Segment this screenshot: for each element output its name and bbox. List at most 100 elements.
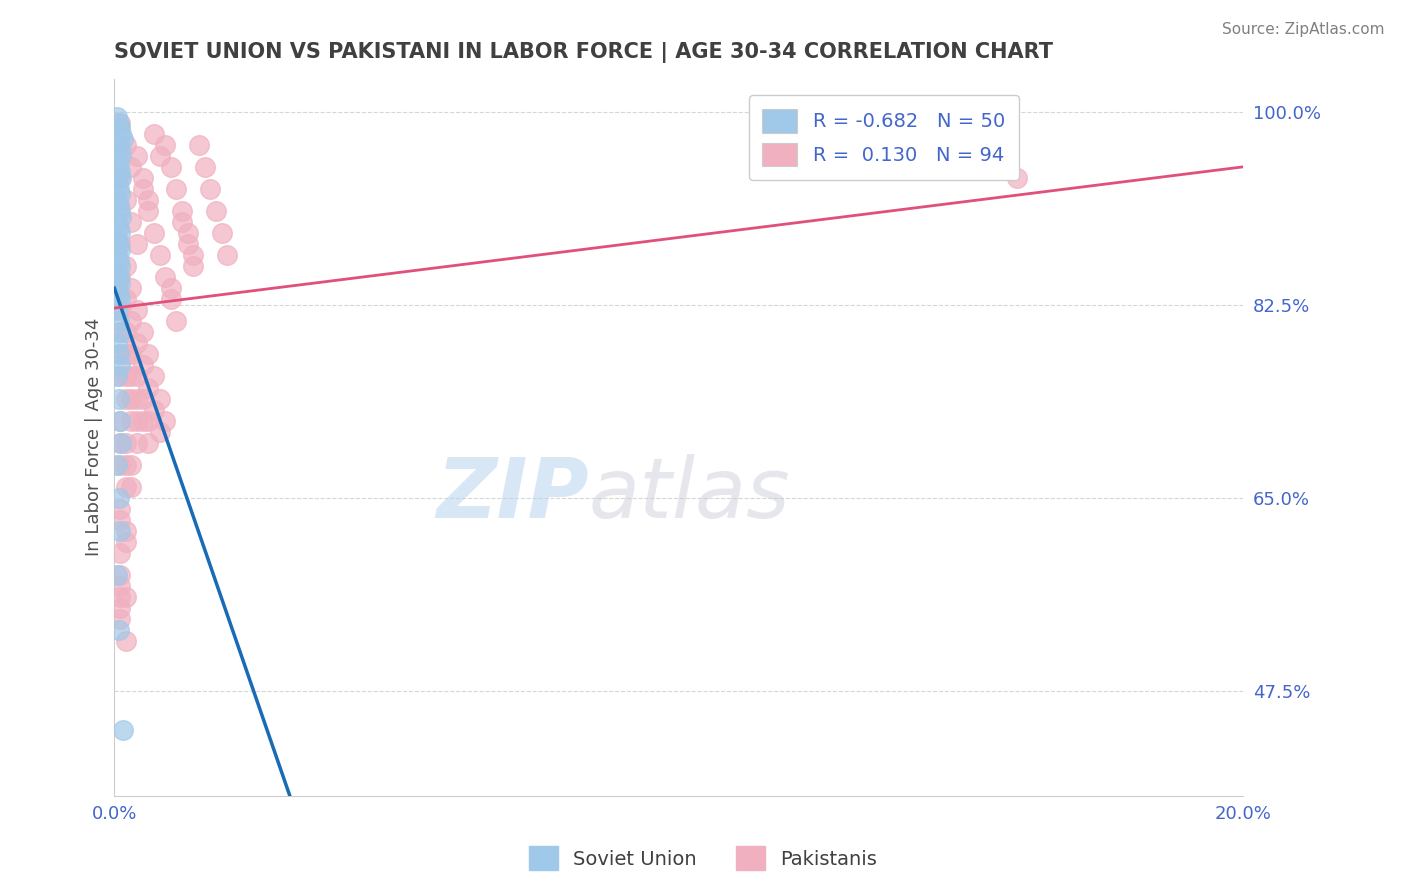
Point bbox=[125, 369, 148, 384]
Point bbox=[136, 380, 159, 394]
Point bbox=[183, 248, 205, 262]
Point bbox=[111, 132, 134, 146]
Point bbox=[108, 392, 131, 406]
Point bbox=[205, 204, 228, 219]
Point bbox=[136, 193, 159, 207]
Point bbox=[120, 480, 142, 494]
Point bbox=[153, 414, 176, 428]
Point bbox=[172, 215, 194, 229]
Point bbox=[111, 723, 134, 737]
Point bbox=[108, 116, 131, 130]
Point bbox=[108, 237, 131, 252]
Point bbox=[108, 314, 131, 328]
Point bbox=[108, 502, 131, 516]
Point bbox=[105, 110, 128, 124]
Point bbox=[114, 590, 136, 604]
Point bbox=[108, 347, 131, 361]
Point bbox=[108, 165, 131, 179]
Point bbox=[108, 568, 131, 582]
Point bbox=[166, 314, 188, 328]
Point bbox=[114, 326, 136, 340]
Point bbox=[108, 435, 131, 450]
Point bbox=[108, 326, 131, 340]
Point bbox=[120, 281, 142, 295]
Point bbox=[114, 634, 136, 648]
Point bbox=[108, 414, 131, 428]
Point bbox=[120, 392, 142, 406]
Point bbox=[120, 160, 142, 174]
Point bbox=[108, 187, 131, 202]
Text: Source: ZipAtlas.com: Source: ZipAtlas.com bbox=[1222, 22, 1385, 37]
Point bbox=[108, 116, 131, 130]
Point bbox=[108, 237, 131, 252]
Point bbox=[949, 149, 972, 163]
Legend: R = -0.682   N = 50, R =  0.130   N = 94: R = -0.682 N = 50, R = 0.130 N = 94 bbox=[749, 95, 1019, 180]
Point bbox=[108, 612, 131, 626]
Point bbox=[108, 601, 131, 615]
Point bbox=[120, 458, 142, 472]
Point bbox=[110, 170, 132, 185]
Point bbox=[108, 160, 131, 174]
Point bbox=[108, 121, 131, 136]
Point bbox=[108, 286, 131, 301]
Point bbox=[125, 303, 148, 318]
Point bbox=[166, 182, 188, 196]
Point bbox=[105, 369, 128, 384]
Point bbox=[108, 204, 131, 219]
Point bbox=[108, 326, 131, 340]
Point bbox=[108, 243, 131, 257]
Point bbox=[114, 435, 136, 450]
Point bbox=[110, 435, 132, 450]
Point bbox=[108, 270, 131, 285]
Point bbox=[114, 535, 136, 549]
Point bbox=[136, 435, 159, 450]
Point bbox=[131, 414, 153, 428]
Point bbox=[105, 177, 128, 191]
Point bbox=[108, 253, 131, 268]
Point bbox=[108, 458, 131, 472]
Point bbox=[114, 369, 136, 384]
Point bbox=[120, 414, 142, 428]
Point bbox=[108, 226, 131, 240]
Point bbox=[108, 170, 131, 185]
Point bbox=[108, 292, 131, 306]
Point bbox=[120, 347, 142, 361]
Point bbox=[125, 149, 148, 163]
Point bbox=[125, 414, 148, 428]
Point bbox=[114, 524, 136, 538]
Point bbox=[142, 127, 165, 141]
Point bbox=[105, 154, 128, 169]
Point bbox=[108, 546, 131, 560]
Point bbox=[105, 281, 128, 295]
Point bbox=[105, 265, 128, 279]
Text: ZIP: ZIP bbox=[436, 454, 588, 535]
Point bbox=[160, 292, 183, 306]
Point bbox=[136, 204, 159, 219]
Point bbox=[153, 270, 176, 285]
Point bbox=[148, 425, 170, 439]
Point bbox=[131, 182, 153, 196]
Point bbox=[105, 231, 128, 245]
Point bbox=[108, 144, 131, 158]
Point bbox=[114, 458, 136, 472]
Point bbox=[131, 392, 153, 406]
Point bbox=[108, 347, 131, 361]
Point bbox=[114, 259, 136, 273]
Point bbox=[105, 215, 128, 229]
Point bbox=[114, 292, 136, 306]
Point bbox=[105, 568, 128, 582]
Point bbox=[120, 314, 142, 328]
Point bbox=[125, 237, 148, 252]
Point bbox=[108, 414, 131, 428]
Point bbox=[108, 579, 131, 593]
Point bbox=[108, 259, 131, 273]
Point bbox=[131, 326, 153, 340]
Point bbox=[125, 336, 148, 351]
Point bbox=[160, 160, 183, 174]
Point bbox=[183, 259, 205, 273]
Point bbox=[108, 137, 131, 152]
Point bbox=[120, 369, 142, 384]
Point bbox=[105, 458, 128, 472]
Point bbox=[105, 193, 128, 207]
Point bbox=[105, 336, 128, 351]
